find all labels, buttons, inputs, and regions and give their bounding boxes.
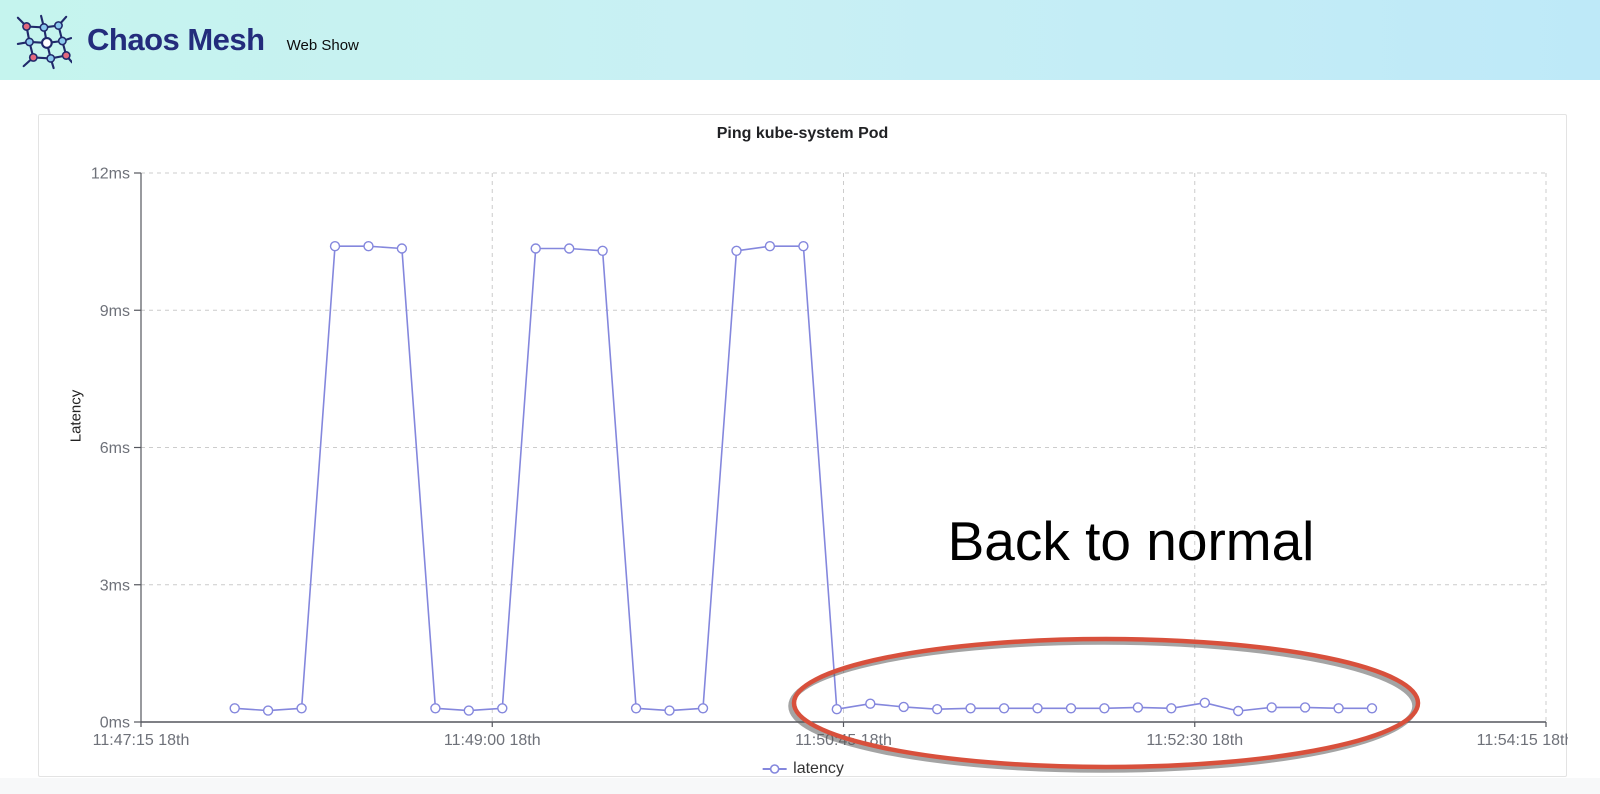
legend-label: latency	[793, 760, 844, 777]
app-header: Chaos Mesh Web Show	[0, 0, 1600, 80]
svg-text:9ms: 9ms	[100, 303, 130, 320]
svg-text:6ms: 6ms	[100, 440, 130, 457]
latency-line-chart[interactable]: 0ms 3ms 6ms 9ms 12ms 11:47:15 18th 11:49:00 18…	[39, 115, 1568, 778]
chart-card: Ping kube-system Pod Latency 0ms 3ms 6ms 9m…	[38, 114, 1568, 778]
svg-text:11:49:00 18th: 11:49:00 18th	[444, 732, 541, 749]
svg-text:11:47:15 18th: 11:47:15 18th	[93, 732, 190, 749]
chaos-mesh-logo	[16, 14, 72, 70]
svg-text:11:52:30 18th: 11:52:30 18th	[1146, 732, 1243, 749]
app-subtitle: Web Show	[286, 37, 359, 54]
line-marker-icon	[762, 764, 787, 774]
svg-text:0ms: 0ms	[100, 715, 130, 732]
chart-title: Ping kube-system Pod	[716, 125, 889, 142]
svg-text:11:54:15 18th: 11:54:15 18th	[1477, 732, 1568, 749]
svg-text:3ms: 3ms	[100, 577, 130, 594]
page-bottom-strip	[0, 778, 1600, 794]
legend-item-latency[interactable]: latency	[761, 760, 844, 778]
brand-title: Chaos Mesh	[87, 22, 265, 57]
annotation-ellipse	[788, 636, 1421, 773]
svg-text:12ms: 12ms	[91, 166, 130, 183]
annotation-back-to-normal: Back to normal	[947, 510, 1315, 572]
